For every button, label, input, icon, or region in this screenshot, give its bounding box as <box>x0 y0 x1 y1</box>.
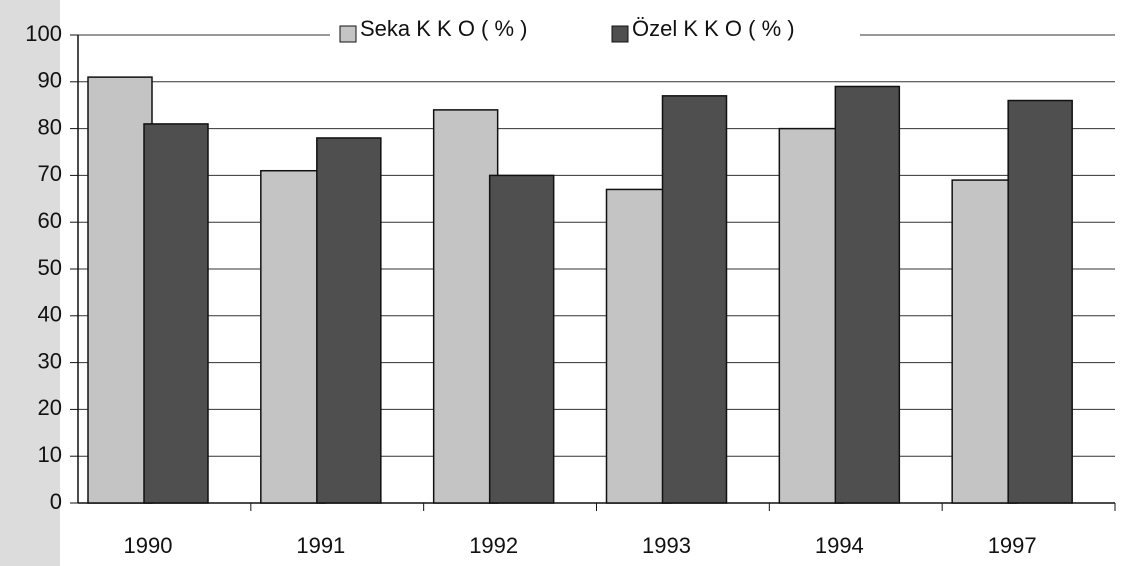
bar <box>951 179 1017 504</box>
bar <box>605 188 672 504</box>
x-tick-label: 1994 <box>815 533 864 558</box>
x-tick-label: 1992 <box>469 533 518 558</box>
scan-edge <box>0 0 60 566</box>
y-tick-label: 30 <box>38 348 62 373</box>
bar <box>661 95 728 504</box>
bar <box>143 123 209 504</box>
bar <box>87 76 153 504</box>
legend-box <box>330 18 860 48</box>
bar <box>834 85 901 504</box>
y-tick-label: 70 <box>38 161 62 186</box>
x-tick-label: 1991 <box>296 533 345 558</box>
legend-label: Özel K K O ( % ) <box>632 16 795 41</box>
y-tick-label: 80 <box>38 114 62 139</box>
bar <box>488 174 555 504</box>
y-tick-label: 90 <box>38 68 62 93</box>
x-tick-label: 1997 <box>988 533 1037 558</box>
y-tick-label: 100 <box>25 21 62 46</box>
bar <box>432 109 499 504</box>
y-tick-label: 10 <box>38 442 62 467</box>
x-tick-label: 1990 <box>124 533 173 558</box>
bar <box>316 137 382 504</box>
bar <box>1007 99 1073 504</box>
legend-label: Seka K K O ( % ) <box>360 16 528 41</box>
y-tick-label: 60 <box>38 208 62 233</box>
y-tick-label: 20 <box>38 395 62 420</box>
y-tick-label: 0 <box>50 489 62 514</box>
y-tick-label: 50 <box>38 255 62 280</box>
bar <box>778 127 845 504</box>
legend-swatch <box>611 25 629 43</box>
x-tick-label: 1993 <box>642 533 691 558</box>
y-tick-label: 40 <box>38 302 62 327</box>
bar <box>260 169 326 504</box>
legend-swatch <box>339 25 357 43</box>
